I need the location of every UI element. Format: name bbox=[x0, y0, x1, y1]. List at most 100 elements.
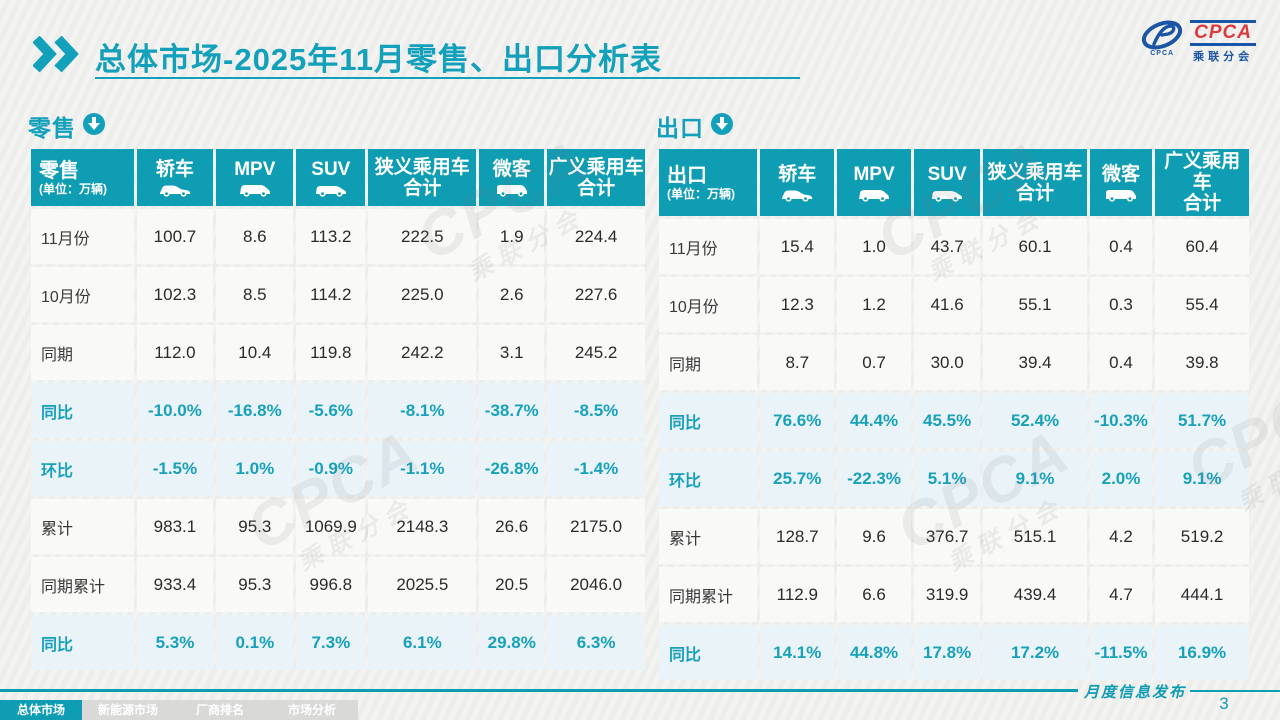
column-header: 轿车 bbox=[136, 149, 214, 206]
table-cell: -38.7% bbox=[479, 383, 545, 438]
table-cell: 102.3 bbox=[136, 267, 214, 322]
table-cell: 6.6 bbox=[837, 567, 911, 622]
table-cell: 227.6 bbox=[547, 267, 645, 322]
column-label: SUV bbox=[927, 163, 967, 185]
cpca-swoosh-icon: CPCA bbox=[1140, 20, 1184, 57]
tab-1[interactable]: 新能源市场 bbox=[82, 700, 174, 720]
table-cell: -26.8% bbox=[479, 441, 545, 496]
table-row: 同期累计 933.4 95.3 996.8 2025.5 20.5 2046.0 bbox=[31, 557, 645, 612]
table-cell: 9.1% bbox=[983, 451, 1087, 506]
column-header: MPV bbox=[216, 149, 294, 206]
table-cell: -5.6% bbox=[296, 383, 366, 438]
mpv-icon bbox=[216, 181, 293, 197]
table-cell: 242.2 bbox=[368, 325, 477, 380]
column-label: 微客 bbox=[1101, 163, 1140, 185]
cpca-small-text: CPCA bbox=[1150, 50, 1175, 57]
column-header: SUV bbox=[296, 149, 366, 206]
table-cell: 52.4% bbox=[983, 393, 1087, 448]
table-cell: 0.7 bbox=[837, 335, 911, 390]
cpca-wordmark: CPCA 乘联分会 bbox=[1190, 20, 1256, 64]
table-cell: 55.1 bbox=[983, 277, 1087, 332]
table-row: 10月份 102.3 8.5 114.2 225.0 2.6 227.6 bbox=[31, 267, 645, 322]
table-cell: 0.1% bbox=[216, 615, 294, 670]
table-cell: 45.5% bbox=[913, 393, 981, 448]
column-header: 微客 bbox=[479, 149, 545, 206]
retail-table: 零售 (单位：万辆) 轿车 MPV SUV 狭义乘用车 合计 微客 广义乘用车 合计 11月份 100… bbox=[28, 146, 648, 673]
row-label: 同比 bbox=[659, 625, 758, 680]
table-cell: 15.4 bbox=[760, 219, 835, 274]
table-cell: 119.8 bbox=[296, 325, 366, 380]
column-label: 轿车 bbox=[155, 158, 194, 180]
suv-icon bbox=[296, 181, 365, 197]
row-label: 11月份 bbox=[31, 209, 134, 264]
table-cell: 95.3 bbox=[216, 557, 294, 612]
table-row: 环比 -1.5% 1.0% -0.9% -1.1% -26.8% -1.4% bbox=[31, 441, 645, 496]
table-cell: 0.4 bbox=[1089, 219, 1153, 274]
table-cell: -8.5% bbox=[547, 383, 645, 438]
cpca-subtitle: 乘联分会 bbox=[1193, 51, 1254, 63]
table-corner-title: 零售 bbox=[39, 159, 79, 182]
table-cell: 20.5 bbox=[479, 557, 545, 612]
table-cell: 1069.9 bbox=[296, 499, 366, 554]
title-bar: 总体市场-2025年11月零售、出口分析表 bbox=[32, 34, 662, 79]
table-cell: 44.8% bbox=[837, 625, 911, 680]
table-cell: 114.2 bbox=[296, 267, 366, 322]
row-label: 同期累计 bbox=[31, 557, 134, 612]
table-cell: 51.7% bbox=[1155, 393, 1249, 448]
export-section-label: 出口 bbox=[656, 115, 704, 141]
table-cell: 1.2 bbox=[837, 277, 911, 332]
column-label: 狭义乘用车 bbox=[987, 161, 1083, 183]
tab-2[interactable]: 厂商排名 bbox=[174, 700, 266, 720]
table-cell: 25.7% bbox=[760, 451, 835, 506]
table-cell: 55.4 bbox=[1155, 277, 1249, 332]
table-cell: -0.9% bbox=[296, 441, 366, 496]
row-label: 环比 bbox=[31, 441, 134, 496]
table-cell: 30.0 bbox=[913, 335, 981, 390]
suv-icon bbox=[914, 186, 980, 202]
table-cell: 439.4 bbox=[983, 567, 1087, 622]
table-row: 同期 8.7 0.7 30.0 39.4 0.4 39.8 bbox=[659, 335, 1249, 390]
table-cell: -10.3% bbox=[1089, 393, 1153, 448]
table-cell: 222.5 bbox=[368, 209, 477, 264]
table-cell: 6.3% bbox=[547, 615, 645, 670]
retail-section-header: 零售 bbox=[28, 110, 648, 142]
column-header: 广义乘用车 合计 bbox=[547, 149, 645, 206]
table-cell: 113.2 bbox=[296, 209, 366, 264]
column-header: 微客 bbox=[1089, 149, 1153, 216]
table-cell: 1.9 bbox=[479, 209, 545, 264]
row-label: 同期累计 bbox=[659, 567, 758, 622]
row-label: 10月份 bbox=[659, 277, 758, 332]
table-cell: 76.6% bbox=[760, 393, 835, 448]
table-cell: 39.8 bbox=[1155, 335, 1249, 390]
footer-divider-line bbox=[0, 689, 1078, 692]
column-label: MPV bbox=[853, 163, 895, 185]
tab-0[interactable]: 总体市场 bbox=[0, 700, 82, 720]
table-cell: 8.5 bbox=[216, 267, 294, 322]
circle-down-arrow-icon bbox=[82, 112, 106, 141]
table-cell: 112.9 bbox=[760, 567, 835, 622]
table-cell: 1.0% bbox=[216, 441, 294, 496]
table-corner-cell: 出口 (单位：万辆) bbox=[659, 149, 758, 216]
table-cell: 12.3 bbox=[760, 277, 835, 332]
column-label: MPV bbox=[234, 158, 276, 180]
column-label: 狭义乘用车 bbox=[374, 156, 470, 178]
table-corner-cell: 零售 (单位：万辆) bbox=[31, 149, 134, 206]
row-label: 环比 bbox=[659, 451, 758, 506]
export-section-header: 出口 bbox=[656, 110, 1252, 142]
column-label-line2: 合计 bbox=[403, 177, 442, 199]
table-row: 同比 76.6% 44.4% 45.5% 52.4% -10.3% 51.7% bbox=[659, 393, 1249, 448]
column-label-line2: 合计 bbox=[577, 177, 616, 199]
table-row: 同比 -10.0% -16.8% -5.6% -8.1% -38.7% -8.5% bbox=[31, 383, 645, 438]
tab-3[interactable]: 市场分析 bbox=[266, 700, 358, 720]
table-cell: 2.6 bbox=[479, 267, 545, 322]
table-cell: 44.4% bbox=[837, 393, 911, 448]
table-row: 10月份 12.3 1.2 41.6 55.1 0.3 55.4 bbox=[659, 277, 1249, 332]
table-row: 同期累计 112.9 6.6 319.9 439.4 4.7 444.1 bbox=[659, 567, 1249, 622]
table-cell: 4.2 bbox=[1089, 509, 1153, 564]
microvan-icon bbox=[1090, 186, 1152, 202]
table-row: 累计 128.7 9.6 376.7 515.1 4.2 519.2 bbox=[659, 509, 1249, 564]
microvan-icon bbox=[479, 181, 544, 197]
table-cell: 16.9% bbox=[1155, 625, 1249, 680]
retail-section-label: 零售 bbox=[28, 115, 76, 141]
table-row: 环比 25.7% -22.3% 5.1% 9.1% 2.0% 9.1% bbox=[659, 451, 1249, 506]
